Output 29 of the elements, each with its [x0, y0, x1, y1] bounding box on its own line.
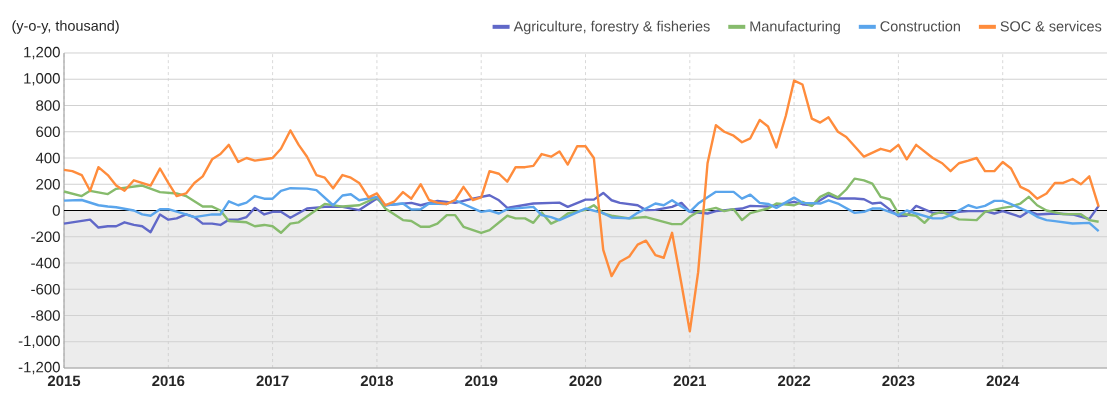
y-tick-label: -400	[31, 257, 60, 269]
y-tick-label: 200	[36, 178, 60, 190]
y-tick-label: -600	[31, 283, 60, 295]
x-tick-label: 2019	[465, 375, 498, 387]
x-tick-label: 2017	[256, 375, 289, 387]
legend-label: Construction	[880, 20, 960, 32]
x-tick-label: 2024	[986, 375, 1020, 387]
legend-label: SOC & services	[1000, 20, 1102, 32]
y-tick-label: -1,200	[18, 361, 60, 375]
legend-label: Agriculture, forestry & fisheries	[513, 20, 710, 35]
x-tick-label: 2018	[360, 375, 394, 387]
y-tick-label: 1,200	[24, 46, 60, 60]
y-axis-title: (y-o-y, thousand)	[12, 20, 119, 34]
x-tick-label: 2016	[152, 375, 185, 387]
x-tick-label: 2015	[47, 375, 81, 387]
x-tick-label: 2022	[778, 375, 811, 387]
y-tick-label: -1,000	[18, 335, 60, 348]
y-tick-label: 600	[36, 126, 60, 138]
y-tick-label: 400	[35, 152, 60, 164]
x-tick-label: 2023	[882, 375, 915, 387]
legend-label: Manufacturing	[750, 20, 840, 35]
x-tick-label: 2021	[673, 375, 706, 387]
line-series	[62, 177, 1100, 235]
y-tick-label: 1,000	[24, 73, 60, 86]
x-tick-label: 2020	[569, 375, 602, 387]
y-tick-label: -800	[31, 310, 60, 321]
y-tick-label: -200	[31, 231, 60, 243]
y-tick-label: 0	[52, 205, 60, 216]
y-tick-label: 800	[36, 100, 60, 111]
